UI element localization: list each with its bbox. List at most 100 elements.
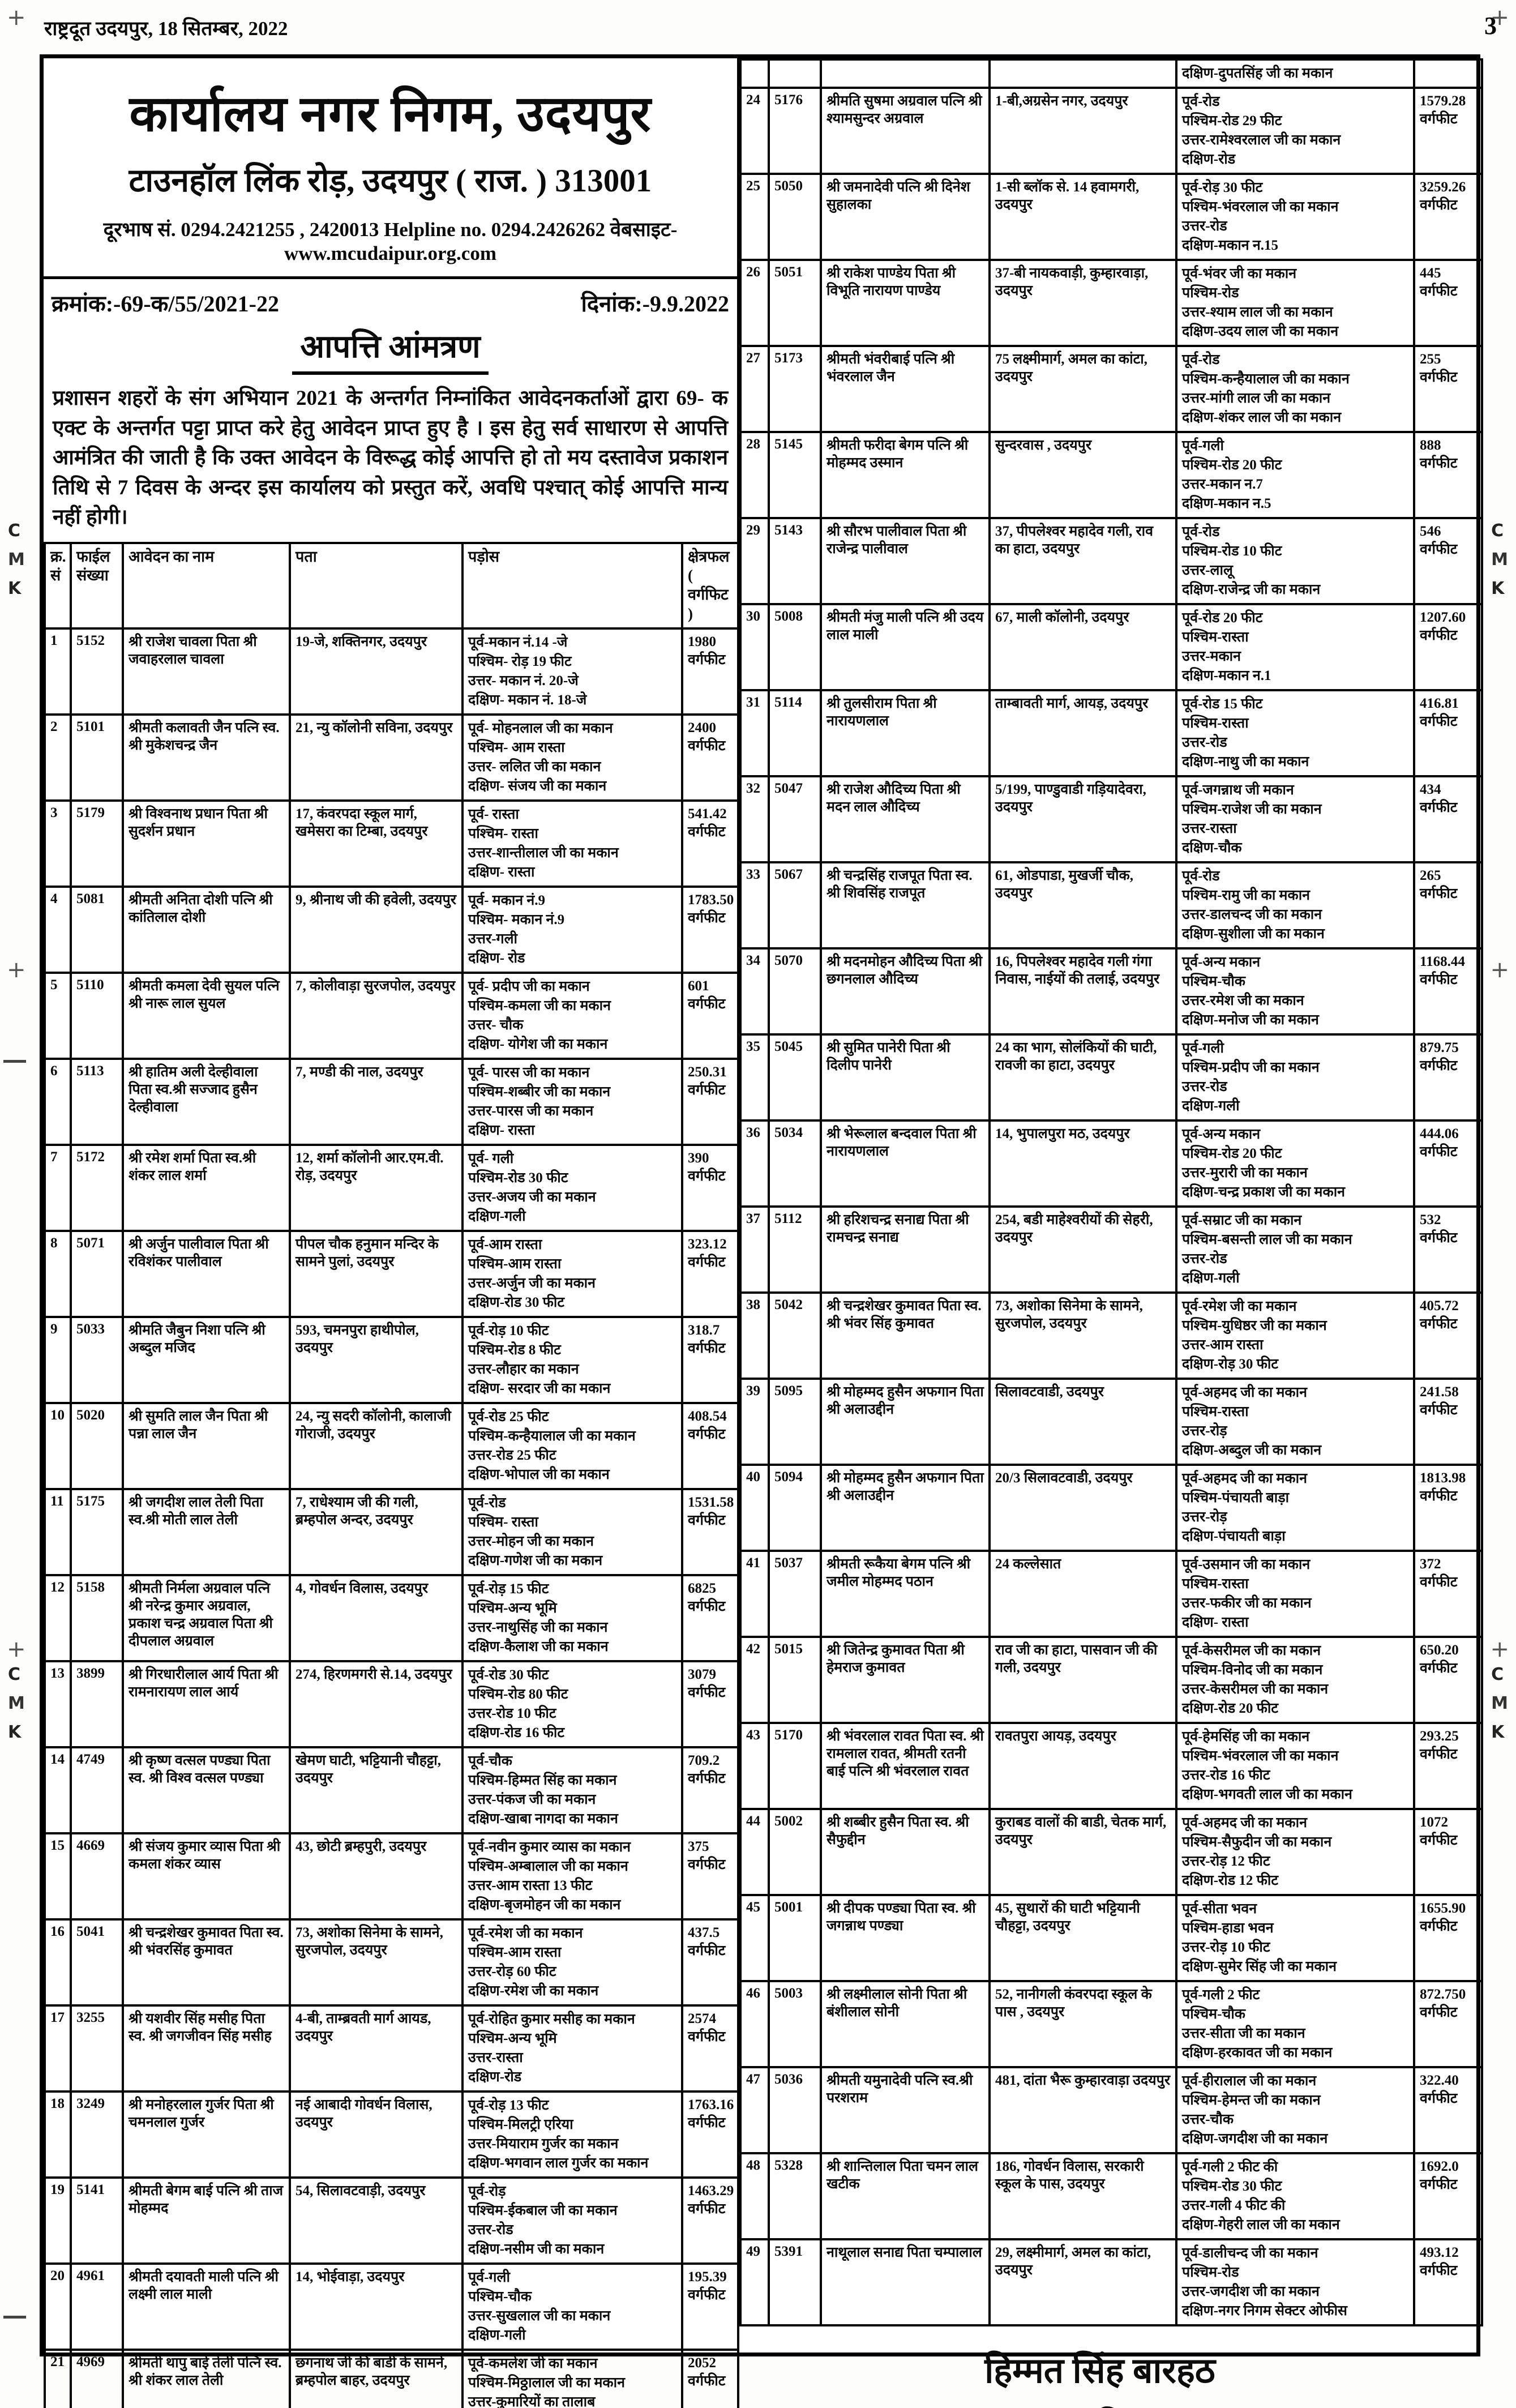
area-value: 2574 bbox=[688, 2011, 716, 2026]
neighbor-line: पूर्व-रोड़ 30 फीट bbox=[1182, 180, 1263, 195]
row-address: 75 लक्ष्मीमार्ग, अमल का कांटा, उदयपुर bbox=[988, 345, 1177, 433]
column-header: क्षेत्रफल ( वर्गफिट ) bbox=[681, 541, 739, 630]
neighbor-line: पूर्व-चौक bbox=[468, 1753, 512, 1769]
row-address: 4, गोवर्धन विलास, उदयपुर bbox=[289, 1573, 464, 1662]
area-value: 1168.44 bbox=[1420, 954, 1465, 969]
row-file-number: 5113 bbox=[70, 1057, 124, 1146]
area-value: 434 bbox=[1420, 782, 1441, 797]
row-address: 7, कोलीवाड़ा सुरजपोल, उदयपुर bbox=[289, 971, 464, 1060]
row-applicant-name: श्रीमती कलावती जैन पत्नि स्व. श्री मुकेश… bbox=[122, 713, 291, 802]
table-row: 36 5034 श्री भेरूलाल बन्दवाल पिता श्री न… bbox=[739, 1119, 1483, 1208]
neighbor-line: पूर्व-रोड 30 फीट bbox=[468, 1667, 549, 1683]
neighbor-line: पश्चिम-रोड 80 फीट bbox=[468, 1686, 568, 1702]
row-address: 14, भुपालपुरा मठ, उदयपुर bbox=[988, 1119, 1177, 1208]
row-address: 7, राधेश्याम जी की गली, ब्रम्हपोल अन्दर,… bbox=[289, 1487, 464, 1576]
neighbor-line: उत्तर-पारस जी का मकान bbox=[468, 1103, 594, 1119]
row-address: 274, हिरणमगरी से.14, उदयपुर bbox=[289, 1659, 464, 1748]
area-unit: वर्गफीट bbox=[1420, 1316, 1458, 1332]
area-value: 3259.26 bbox=[1420, 179, 1466, 195]
neighbor-line: उत्तर-रोड़ 60 फीट bbox=[468, 1964, 556, 1979]
row-serial: 1 bbox=[44, 627, 72, 716]
row-file-number: 5008 bbox=[768, 603, 822, 691]
row-file-number: 3899 bbox=[70, 1659, 124, 1748]
neighbor-line: पश्चिम-शब्बीर जी का मकान bbox=[468, 1084, 611, 1100]
area-value: 1072 bbox=[1420, 1815, 1448, 1830]
neighbor-line: उत्तर-कुमारियों का तालाब bbox=[468, 2394, 596, 2408]
office-contact: दूरभाष सं. 0294.2421255 , 2420013 Helpli… bbox=[103, 219, 678, 264]
row-serial: 20 bbox=[44, 2262, 72, 2351]
neighbor-line: पश्चिम-भंवरलाल जी का मकान bbox=[1182, 1748, 1339, 1764]
neighbor-line: पूर्व-सीता भवन bbox=[1182, 1901, 1257, 1917]
neighbor-line: पश्चिम-रोड 20 फीट bbox=[1182, 457, 1282, 473]
row-applicant-name: श्रीमती मंजु माली पत्नि श्री उदय लाल माल… bbox=[820, 603, 991, 691]
area-unit: वर्गफीट bbox=[1420, 1747, 1458, 1762]
neighbor-line: पूर्व- पारस जी का मकान bbox=[468, 1064, 590, 1080]
row-serial: 17 bbox=[44, 2004, 72, 2093]
row-serial: 48 bbox=[739, 2152, 770, 2240]
neighbor-line: पूर्व-रोड bbox=[1182, 524, 1220, 540]
column-header: पता bbox=[289, 541, 464, 630]
row-area: 416.81 वर्गफीट bbox=[1413, 689, 1483, 777]
table-row: 46 5003 श्री लक्ष्मीलाल सोनी पिता श्री ब… bbox=[739, 1980, 1483, 2068]
row-area: 390 वर्गफीट bbox=[681, 1143, 739, 1232]
row-address: 21, न्यु कॉलोनी सविना, उदयपुर bbox=[289, 713, 464, 802]
neighbor-line: पूर्व-रोड़ bbox=[468, 2183, 506, 2199]
neighbor-line: उत्तर-रोड bbox=[468, 2222, 513, 2238]
row-applicant-name: श्रीमती अनिता दोशी पत्नि श्री कांतिलाल द… bbox=[122, 885, 291, 974]
row-serial: 18 bbox=[44, 2090, 72, 2179]
neighbor-line: दक्षिण-चन्द्र प्रकाश जी का मकान bbox=[1182, 1184, 1346, 1200]
row-file-number: 5003 bbox=[768, 1980, 822, 2068]
row-address: 1-बी,अग्रसेन नगर, उदयपुर bbox=[988, 87, 1177, 175]
row-file-number: 5112 bbox=[768, 1205, 822, 1294]
neighbor-line: उत्तर-रोड bbox=[1182, 219, 1227, 234]
print-mark-cross: + bbox=[7, 1636, 26, 1662]
area-unit: वर्गफीट bbox=[688, 1857, 726, 1872]
row-applicant-name: श्रीमती दयावती माली पत्नि श्री लक्ष्मी ल… bbox=[122, 2262, 291, 2351]
area-value: 601 bbox=[688, 978, 709, 994]
row-neighbors: पूर्व-उसमान जी का मकान पश्चिम-रास्ता उत्तर… bbox=[1175, 1550, 1415, 1638]
neighbor-line: उत्तर-रास्ता bbox=[468, 2050, 523, 2065]
row-file-number: 5176 bbox=[768, 87, 822, 175]
row-neighbors: पूर्व-रोड पश्चिम-रोड 10 फीट उत्तर-लालू दक्ष… bbox=[1175, 517, 1415, 605]
row-area: 650.20 वर्गफीट bbox=[1413, 1636, 1483, 1724]
table-row: 48 5328 श्री शान्तिलाल पिता चमन लाल खटीक… bbox=[739, 2152, 1483, 2240]
neighbor-line: दक्षिण-सुशीला जी का मकान bbox=[1182, 926, 1325, 942]
row-serial: 46 bbox=[739, 1980, 770, 2068]
area-value: 265 bbox=[1420, 868, 1441, 883]
neighbor-line: उत्तर-रामेश्वरलाल जी का मकान bbox=[1182, 132, 1341, 148]
notice-body: प्रशासन शहरों के संग अभियान 2021 के अन्त… bbox=[53, 387, 728, 529]
row-file-number: 5101 bbox=[70, 713, 124, 802]
area-unit: वर्गफीट bbox=[688, 910, 726, 926]
neighbor-line: उत्तर-लौहार का मकान bbox=[468, 1361, 579, 1377]
neighbor-line: दक्षिण-नाथु जी का मकान bbox=[1182, 754, 1309, 769]
neighbor-line: पूर्व-नवीन कुमार व्यास का मकान bbox=[468, 1839, 631, 1855]
row-file-number: 5045 bbox=[768, 1033, 822, 1122]
signatory-name: हिम्मत सिंह बारहठ bbox=[984, 2352, 1215, 2390]
row-neighbors: पूर्व-अहमद जी का मकान पश्चिम-रास्ता उत्तर-… bbox=[1175, 1378, 1415, 1466]
row-serial: 29 bbox=[739, 517, 770, 605]
row-applicant-name: श्री मनोहरलाल गुर्जर पिता श्री चमनलाल गु… bbox=[122, 2090, 291, 2179]
row-file-number: 5110 bbox=[70, 971, 124, 1060]
neighbor-line: पूर्व-रोड 20 फीट bbox=[1182, 610, 1263, 626]
row-applicant-name: श्री जमनादेवी पत्नि श्री दिनेश सुहालका bbox=[820, 173, 991, 261]
area-value: 1531.58 bbox=[688, 1494, 734, 1510]
row-applicant-name: श्री चन्द्रसिंह राजपूत पिता स्व. श्री शि… bbox=[820, 861, 991, 949]
row-neighbors: पूर्व- प्रदीप जी का मकान पश्चिम-कमला जी क… bbox=[461, 971, 683, 1060]
neighbor-line: दक्षिण-गली bbox=[468, 1208, 526, 1224]
row-neighbors: पूर्व-रोड 25 फीट पश्चिम-कन्हैयालाल जी का … bbox=[461, 1401, 683, 1490]
row-address: सुन्दरवास , उदयपुर bbox=[988, 431, 1177, 519]
neighbor-line: पूर्व- मकान नं.9 bbox=[468, 892, 546, 908]
area-value: 888 bbox=[1420, 438, 1441, 453]
row-neighbors: पूर्व-जगन्नाथ जी मकान पश्चिम-राजेश जी का … bbox=[1175, 775, 1415, 863]
row-applicant-name: श्री अर्जुन पालीवाल पिता श्री रविशंकर पा… bbox=[122, 1229, 291, 1318]
neighbor-line: पूर्व-हीरालाल जी का मकान bbox=[1182, 2073, 1317, 2089]
row-applicant-name: श्री राजेश औदिच्य पिता श्री मदन लाल औदिच… bbox=[820, 775, 991, 863]
neighbor-line: पश्चिम- मकान नं.9 bbox=[468, 912, 565, 927]
table-row: 44 5002 श्री शब्बीर हुसैन पिता स्व. श्री… bbox=[739, 1808, 1483, 1896]
area-unit: वर्गफीट bbox=[1420, 2091, 1458, 2106]
row-file-number: 5095 bbox=[768, 1378, 822, 1466]
area-unit: वर्गफीट bbox=[1420, 2177, 1458, 2192]
neighbor-line: पश्चिम-रास्ता bbox=[1182, 1404, 1249, 1419]
area-value: 1692.0 bbox=[1420, 2159, 1459, 2174]
neighbor-line: दक्षिण-उदय लाल जी का मकान bbox=[1182, 324, 1339, 339]
